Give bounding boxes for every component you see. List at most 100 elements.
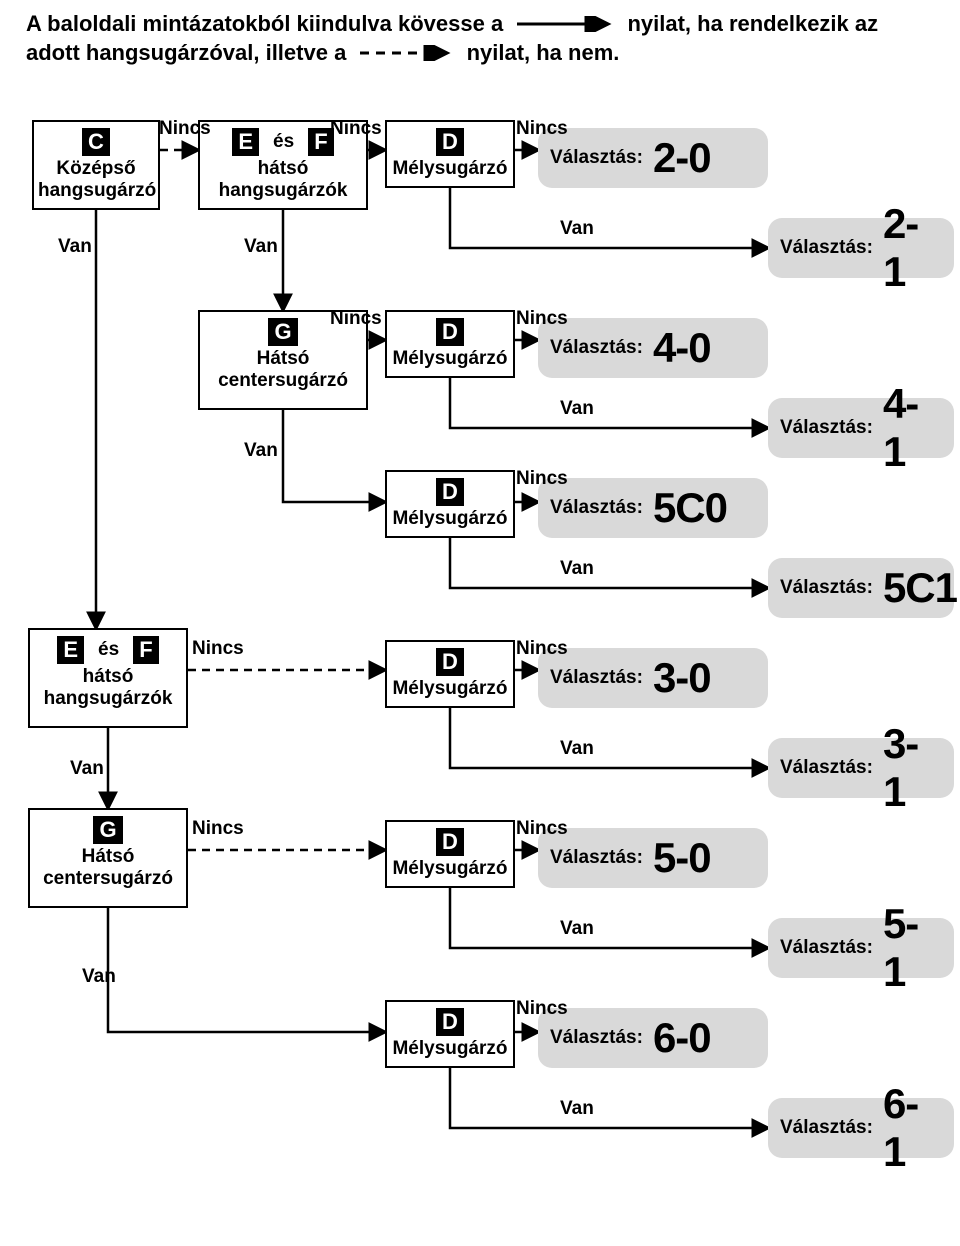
box-caption: Mélysugárzó (387, 1036, 513, 1066)
box-d2: DMélysugárzó (385, 310, 515, 378)
result-r61: Választás:6-1 (768, 1098, 954, 1158)
box-caption: Mélysugárzó (387, 156, 513, 186)
result-value: 3-1 (883, 720, 938, 816)
solid-arrow-icon (515, 11, 615, 39)
edge-label-yes: Van (560, 918, 594, 940)
letter-badge: D (436, 648, 464, 676)
result-r5c1: Választás: 5C1 (768, 558, 954, 618)
result-r60: Választás: 6-0 (538, 1008, 768, 1068)
edge-label-no: Nincs (192, 638, 244, 660)
edge-label-no: Nincs (516, 998, 568, 1020)
letter-badge: D (436, 1008, 464, 1036)
letter-badge: C (82, 128, 110, 156)
header-text: A baloldali mintázatokból kiindulva köve… (26, 10, 936, 68)
edge-label-yes: Van (58, 236, 92, 258)
result-value: 2-0 (653, 134, 711, 182)
result-value: 5C0 (653, 484, 727, 532)
letter-badge: F (133, 636, 158, 664)
edge-label-no: Nincs (192, 818, 244, 840)
box-d3: DMélysugárzó (385, 470, 515, 538)
edge-label-no: Nincs (159, 118, 211, 140)
edge-label-no: Nincs (516, 638, 568, 660)
result-r40: Választás: 4-0 (538, 318, 768, 378)
box-caption: Hátsó centersugárzó (30, 844, 186, 896)
result-label: Választás: (550, 847, 643, 869)
box-g2: GHátsó centersugárzó (28, 808, 188, 908)
diagram-canvas: A baloldali mintázatokból kiindulva köve… (0, 0, 960, 1246)
result-value: 5C1 (883, 564, 957, 612)
edge-label-yes: Van (560, 398, 594, 420)
edge-label-no: Nincs (330, 308, 382, 330)
result-label: Választás: (550, 497, 643, 519)
result-r50: Választás: 5-0 (538, 828, 768, 888)
box-caption: Mélysugárzó (387, 856, 513, 886)
box-c: CKözépső hangsugárzó (32, 120, 160, 210)
letter-badge: G (268, 318, 297, 346)
result-label: Választás: (780, 1117, 873, 1139)
edge-label-yes: Van (560, 738, 594, 760)
box-ef2: Eés Fhátsó hangsugárzók (28, 628, 188, 728)
edge-label-yes: Van (244, 236, 278, 258)
result-r21: Választás:2-1 (768, 218, 954, 278)
box-d6: DMélysugárzó (385, 1000, 515, 1068)
header-line1-before: A baloldali mintázatokból kiindulva köve… (26, 11, 503, 36)
result-value: 6-0 (653, 1014, 711, 1062)
result-r30: Választás: 3-0 (538, 648, 768, 708)
letter-badge: E (57, 636, 84, 664)
edge-label-yes: Van (560, 1098, 594, 1120)
edge-label-yes: Van (244, 440, 278, 462)
dashed-arrow-icon (358, 40, 454, 68)
letter-badge: D (436, 318, 464, 346)
letter-badge: E (232, 128, 259, 156)
box-caption: Mélysugárzó (387, 676, 513, 706)
edge-label-no: Nincs (516, 468, 568, 490)
box-d4: DMélysugárzó (385, 640, 515, 708)
result-value: 5-0 (653, 834, 711, 882)
result-value: 4-1 (883, 380, 938, 476)
box-caption: hátsó hangsugárzók (200, 156, 366, 208)
result-r31: Választás:3-1 (768, 738, 954, 798)
result-label: Választás: (780, 417, 873, 439)
edge-label-no: Nincs (516, 308, 568, 330)
result-value: 2-1 (883, 200, 938, 296)
result-label: Választás: (550, 337, 643, 359)
result-r51: Választás:5-1 (768, 918, 954, 978)
box-d5: DMélysugárzó (385, 820, 515, 888)
result-value: 6-1 (883, 1080, 938, 1176)
edge-label-yes: Van (82, 966, 116, 988)
result-label: Választás: (780, 757, 873, 779)
result-label: Választás: (780, 237, 873, 259)
result-label: Választás: (550, 667, 643, 689)
header-line1-after: nyilat, ha rendelkezik az (627, 11, 878, 36)
letter-badge: D (436, 478, 464, 506)
header-line2-after: nyilat, ha nem. (467, 40, 620, 65)
result-r41: Választás:4-1 (768, 398, 954, 458)
edge-label-no: Nincs (330, 118, 382, 140)
result-r5c0: Választás: 5C0 (538, 478, 768, 538)
edge-label-yes: Van (70, 758, 104, 780)
and-word: és (98, 636, 119, 664)
letter-badge: G (93, 816, 122, 844)
result-value: 5-1 (883, 900, 938, 996)
edge-label-yes: Van (560, 558, 594, 580)
box-caption: Hátsó centersugárzó (200, 346, 366, 398)
edge-label-yes: Van (560, 218, 594, 240)
result-label: Választás: (550, 1027, 643, 1049)
result-value: 4-0 (653, 324, 711, 372)
result-label: Választás: (780, 937, 873, 959)
box-caption: Középső hangsugárzó (34, 156, 158, 208)
box-caption: Mélysugárzó (387, 506, 513, 536)
box-caption: hátsó hangsugárzók (30, 664, 186, 716)
box-caption: Mélysugárzó (387, 346, 513, 376)
letter-badge: D (436, 128, 464, 156)
letter-badge: D (436, 828, 464, 856)
result-label: Választás: (780, 577, 873, 599)
edge-label-no: Nincs (516, 118, 568, 140)
box-d1: DMélysugárzó (385, 120, 515, 188)
result-r20: Választás: 2-0 (538, 128, 768, 188)
edge-label-no: Nincs (516, 818, 568, 840)
result-label: Választás: (550, 147, 643, 169)
result-value: 3-0 (653, 654, 711, 702)
and-word: és (273, 128, 294, 156)
header-line2-before: adott hangsugárzóval, illetve a (26, 40, 346, 65)
